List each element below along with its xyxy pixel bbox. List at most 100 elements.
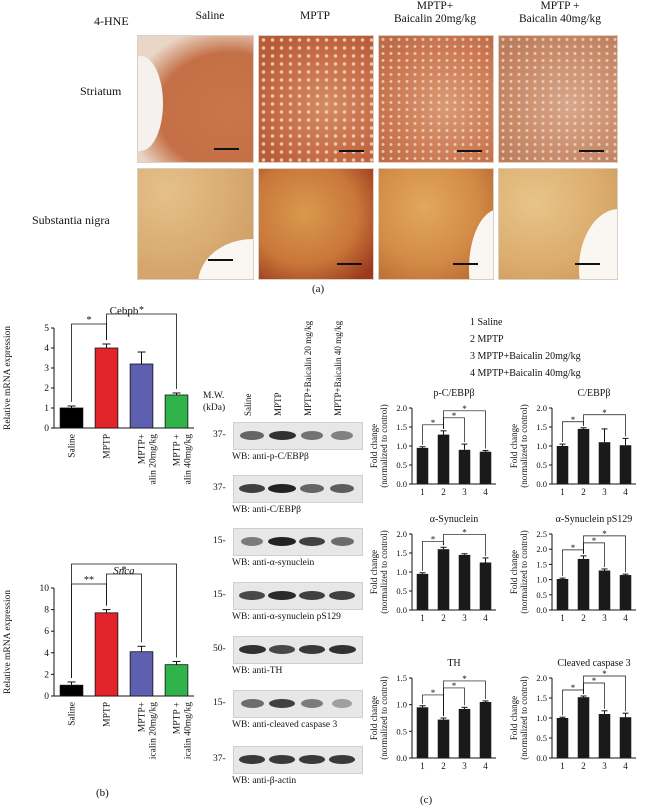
bar (577, 428, 590, 484)
scale-bar (453, 263, 478, 265)
mw-marker: 15- (213, 590, 226, 600)
significance-label: ** (84, 575, 94, 586)
bar (598, 442, 611, 484)
bar (458, 554, 471, 610)
row-label-substantia-nigra: Substantia nigra (32, 213, 110, 227)
mw-marker: 37- (213, 754, 226, 764)
bar (458, 708, 471, 758)
y-tick-label: 1.5 (536, 559, 547, 569)
blot-strip (233, 528, 363, 556)
category-label: 1 (560, 613, 565, 623)
mw-header: M.W. (kDa) (203, 391, 226, 413)
y-axis-label: Fold change (369, 424, 379, 468)
protein-band (240, 699, 264, 708)
significance-label: * (462, 527, 467, 537)
protein-band (241, 537, 263, 546)
chart-title: α-Synuclein pS129 (556, 514, 633, 525)
significance-label: ** (119, 560, 129, 566)
chart-title: α-Synuclein (430, 514, 479, 525)
y-tick-label: 4 (44, 649, 49, 659)
y-tick-label: 2.0 (536, 544, 547, 554)
chart-cebpb: Cebpb Relative mRNA expression 0 1 2 3 4 5 Salin… (3, 305, 194, 485)
protein-band (298, 645, 326, 654)
category-label: 2 (441, 487, 446, 497)
chart-a-synuclein-ps129: α-Synuclein pS129 Fold change (normalized … (509, 514, 636, 623)
bar (416, 707, 429, 758)
scale-bar (457, 150, 482, 152)
significance-bracket (583, 675, 626, 712)
bar (437, 549, 450, 610)
category-label: MPTP + (173, 434, 183, 466)
y-axis-label: Relative mRNA expression (3, 326, 13, 430)
protein-band (331, 431, 353, 440)
legend-item-4: 4 MPTP+Baicalin 40mg/kg (470, 368, 581, 379)
significance-label: * (462, 404, 467, 414)
y-axis-label: (normalized to control) (519, 404, 529, 487)
protein-band (330, 484, 354, 493)
significance-label: * (571, 415, 576, 425)
chart-title: Cebpb (110, 305, 139, 317)
significance-label: * (122, 565, 127, 576)
chart-a-synuclein: α-Synuclein Fold change (normalized to con… (369, 514, 496, 623)
significance-bracket (106, 573, 142, 643)
lane-label: MPTP+Baicalin 40 mg/kg (333, 320, 343, 416)
micrograph-striatum-mptp (258, 35, 374, 163)
category-label: 3 (602, 487, 607, 497)
bar (619, 575, 632, 610)
scale-bar (214, 148, 239, 150)
y-tick-label: 0.0 (396, 479, 407, 489)
category-label: 4 (483, 487, 488, 497)
column-header-baicalin-20: MPTP+ Baicalin 20mg/kg (393, 0, 477, 25)
significance-bracket (583, 535, 626, 573)
chart-title: C/EBPβ (578, 388, 611, 399)
blot-label: WB: anti-C/EBPβ (232, 505, 301, 515)
y-tick-label: 1.5 (396, 673, 407, 683)
bar (129, 363, 154, 429)
y-tick-label: 1.0 (536, 441, 547, 451)
category-label: 1 (560, 487, 565, 497)
protein-band (332, 699, 352, 708)
y-axis-label: (normalized to control) (379, 530, 389, 613)
category-label: Baicalin 40mg/kg (184, 702, 194, 760)
category-label: Saline (68, 702, 78, 726)
mw-marker: 15- (213, 536, 226, 546)
blot-strip (233, 582, 363, 610)
bar (458, 449, 471, 484)
column-header-baicalin-40: MPTP + Baicalin 40mg/kg (518, 0, 602, 25)
tissue-edge (579, 209, 617, 279)
category-label: Saline (68, 434, 78, 458)
y-tick-label: 0.5 (396, 726, 407, 736)
blot-strip (233, 475, 363, 503)
chart-th: TH Fold change (normalized to control) 0.0 0… (369, 658, 496, 771)
significance-bracket (443, 533, 486, 556)
significance-bracket (443, 410, 486, 449)
y-tick-label: 1.5 (396, 548, 407, 558)
texture-overlay (379, 36, 493, 162)
protein-band (238, 755, 266, 764)
stain-marker-label: 4-HNE (94, 14, 129, 28)
scale-bar (579, 150, 604, 152)
y-tick-label: 2.5 (536, 529, 547, 539)
lane-label: Saline (243, 393, 253, 417)
category-label: MPTP + (173, 702, 183, 734)
blot-label: WB: anti-p-C/EBPβ (232, 452, 309, 462)
significance-label: * (571, 543, 576, 553)
legend-item-1: 1 Saline (470, 317, 503, 328)
y-tick-label: 0.5 (536, 460, 547, 470)
y-tick-label: 5 (44, 324, 49, 334)
micrograph-striatum-baicalin-20 (378, 35, 494, 163)
y-tick-label: 1.0 (536, 713, 547, 723)
significance-bracket (583, 414, 626, 437)
y-axis-label: Relative mRNA expression (3, 590, 13, 694)
category-label: Baicalin 40mg/kg (184, 434, 194, 485)
bar (164, 664, 189, 697)
bar (164, 394, 189, 429)
significance-label: * (592, 536, 597, 546)
category-label: 1 (560, 761, 565, 771)
mw-marker: 15- (213, 698, 226, 708)
y-tick-label: 0.0 (536, 605, 547, 615)
blot-strip (233, 636, 363, 664)
y-axis-label: (normalized to control) (519, 530, 529, 613)
blot-label: WB: anti-α-synuclein (232, 558, 315, 568)
